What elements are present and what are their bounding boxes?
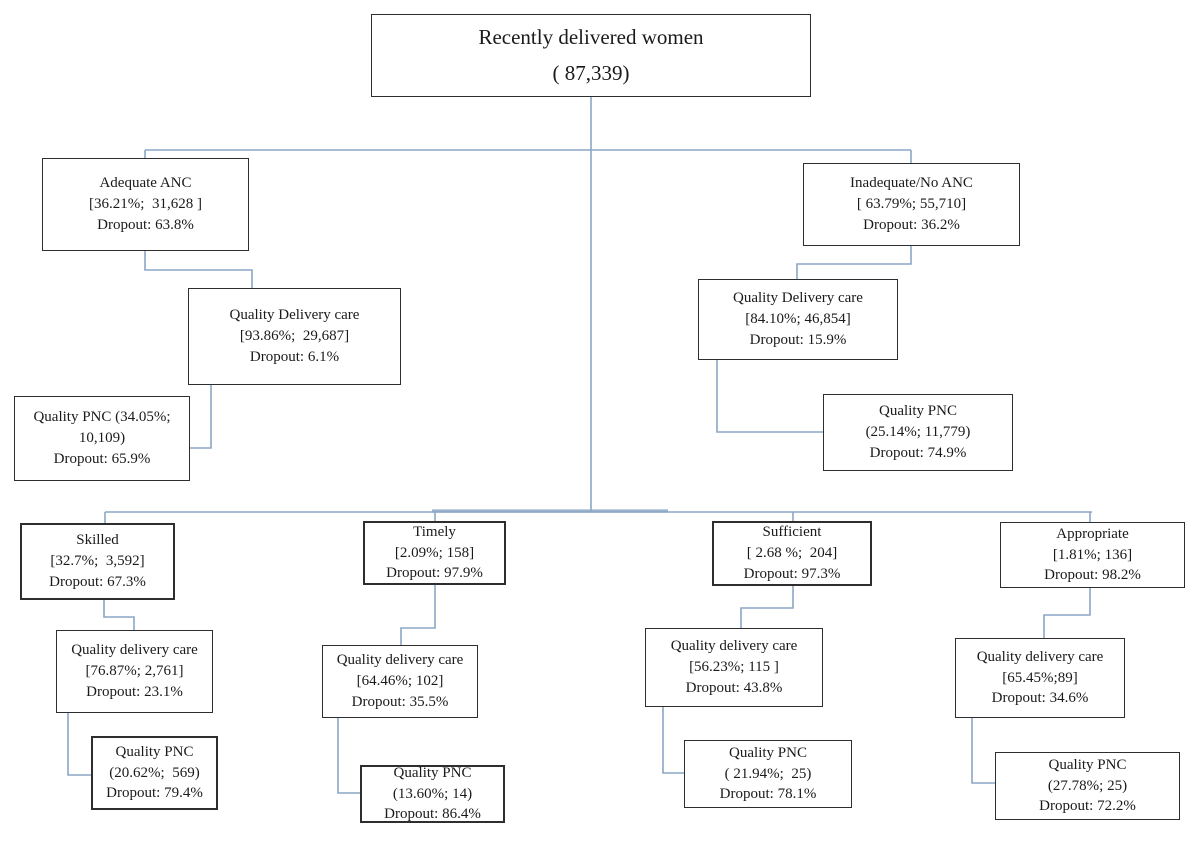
node-timely: Timely [2.09%; 158] Dropout: 97.9%: [363, 521, 506, 585]
node-value: [65.45%;89]: [1002, 669, 1078, 686]
node-dropout: Dropout: 72.2%: [1039, 798, 1136, 815]
node-title: Quality PNC: [393, 764, 472, 781]
node-title: Quality PNC: [1048, 756, 1127, 773]
node-value: [2.09%; 158]: [394, 544, 475, 561]
node-dropout: Dropout: 23.1%: [86, 683, 183, 700]
node-title: Quality delivery care: [71, 642, 198, 659]
node-title: Inadequate/No ANC: [850, 175, 973, 192]
node-value: [36.21%; 31,628 ]: [89, 196, 202, 213]
node-skilled-quality-pnc: Quality PNC (20.62%; 569) Dropout: 79.4%: [91, 736, 218, 810]
node-skilled: Skilled [32.7%; 3,592] Dropout: 67.3%: [20, 523, 175, 600]
node-value: [93.86%; 29,687]: [239, 328, 350, 345]
node-inadequate-quality-pnc: Quality PNC (25.14%; 11,779) Dropout: 74…: [823, 394, 1013, 471]
node-dropout: Dropout: 98.2%: [1044, 567, 1141, 584]
node-value: [32.7%; 3,592]: [50, 553, 145, 570]
connector-adequatedelivery-to-pnc: [190, 385, 212, 449]
connector-appropriatedelivery-to-pnc: [971, 718, 995, 784]
node-title: Quality PNC: [729, 744, 807, 761]
node-dropout: Dropout: 74.9%: [869, 444, 967, 461]
node-dropout: Dropout: 15.9%: [749, 331, 847, 348]
node-value: [64.46%; 102]: [356, 673, 444, 690]
node-title: Adequate ANC: [99, 175, 192, 192]
node-dropout: Dropout: 36.2%: [863, 216, 960, 233]
connector-inadequate-to-delivery: [796, 246, 912, 279]
connector-adequate-to-delivery: [144, 251, 253, 288]
node-title: Quality delivery care: [670, 638, 798, 655]
node-value: ( 21.94%; 25): [724, 765, 812, 782]
connector-appropriate-to-delivery: [1043, 588, 1091, 638]
node-timely-quality-pnc: Quality PNC (13.60%; 14) Dropout: 86.4%: [360, 765, 505, 823]
node-adequate-anc: Adequate ANC [36.21%; 31,628 ] Dropout: …: [42, 158, 249, 251]
node-adequate-quality-pnc: Quality PNC (34.05%; 10,109) Dropout: 65…: [14, 396, 190, 481]
node-sufficient-quality-pnc: Quality PNC ( 21.94%; 25) Dropout: 78.1%: [684, 740, 852, 808]
node-timely-quality-delivery-care: Quality delivery care [64.46%; 102] Drop…: [322, 645, 478, 718]
node-sufficient-quality-delivery-care: Quality delivery care [56.23%; 115 ] Dro…: [645, 628, 823, 707]
node-dropout: Dropout: 65.9%: [53, 450, 151, 467]
node-dropout: Dropout: 43.8%: [685, 679, 783, 696]
node-title: Sufficient: [762, 524, 822, 541]
node-title: Quality Delivery care: [733, 290, 863, 307]
node-dropout: Dropout: 63.8%: [97, 216, 194, 233]
node-dropout: Dropout: 6.1%: [249, 348, 340, 365]
node-value: [ 63.79%; 55,710]: [856, 196, 967, 213]
connector-timelydelivery-to-pnc: [337, 718, 360, 794]
node-title: Skilled: [76, 532, 119, 549]
node-value: [ 2.68 %; 204]: [746, 545, 838, 562]
node-title: Quality PNC: [879, 403, 957, 420]
node-title: Quality PNC (34.05%; 10,109): [33, 409, 175, 447]
node-dropout: Dropout: 78.1%: [719, 786, 817, 803]
node-dropout: Dropout: 97.9%: [386, 565, 483, 582]
connector-skilleddelivery-to-pnc: [67, 713, 91, 776]
node-title: Recently delivered women: [478, 24, 704, 49]
node-adequate-quality-delivery-care: Quality Delivery care [93.86%; 29,687] D…: [188, 288, 401, 385]
node-dropout: Dropout: 97.3%: [743, 565, 841, 582]
node-dropout: Dropout: 35.5%: [351, 693, 449, 710]
node-inadequate-no-anc: Inadequate/No ANC [ 63.79%; 55,710] Drop…: [803, 163, 1020, 246]
node-value: [84.10%; 46,854]: [745, 311, 851, 328]
node-value: [56.23%; 115 ]: [689, 659, 779, 676]
node-title: Quality delivery care: [976, 648, 1104, 665]
node-title: Quality Delivery care: [229, 307, 360, 324]
node-value: [76.87%; 2,761]: [85, 663, 184, 680]
node-appropriate: Appropriate [1.81%; 136] Dropout: 98.2%: [1000, 522, 1185, 588]
node-title: Quality delivery care: [336, 652, 464, 669]
node-sufficient: Sufficient [ 2.68 %; 204] Dropout: 97.3%: [712, 521, 872, 586]
node-recently-delivered-women: Recently delivered women ( 87,339): [371, 14, 811, 97]
node-appropriate-quality-delivery-care: Quality delivery care [65.45%;89] Dropou…: [955, 638, 1125, 718]
connector-inadequatedelivery-to-pnc: [716, 360, 823, 433]
node-value: (25.14%; 11,779): [865, 424, 971, 441]
connector-sufficient-to-delivery: [740, 586, 794, 628]
node-value: (27.78%; 25): [1047, 777, 1128, 794]
connector-skilled-to-delivery: [103, 600, 135, 630]
node-dropout: Dropout: 34.6%: [991, 690, 1089, 707]
node-value: (13.60%; 14): [392, 785, 473, 802]
node-appropriate-quality-pnc: Quality PNC (27.78%; 25) Dropout: 72.2%: [995, 752, 1180, 820]
node-dropout: Dropout: 79.4%: [106, 785, 203, 802]
node-value: [1.81%; 136]: [1052, 546, 1133, 563]
node-value: (20.62%; 569): [109, 764, 200, 781]
connector-sufficientdelivery-to-pnc: [662, 707, 684, 774]
node-dropout: Dropout: 67.3%: [49, 573, 146, 590]
node-skilled-quality-delivery-care: Quality delivery care [76.87%; 2,761] Dr…: [56, 630, 213, 713]
node-dropout: Dropout: 86.4%: [384, 806, 481, 823]
node-title: Timely: [413, 523, 456, 540]
connector-timely-to-delivery: [400, 585, 436, 645]
node-title: Quality PNC: [115, 743, 194, 760]
node-value: ( 87,339): [552, 60, 630, 85]
node-inadequate-quality-delivery-care: Quality Delivery care [84.10%; 46,854] D…: [698, 279, 898, 360]
node-title: Appropriate: [1056, 525, 1129, 542]
